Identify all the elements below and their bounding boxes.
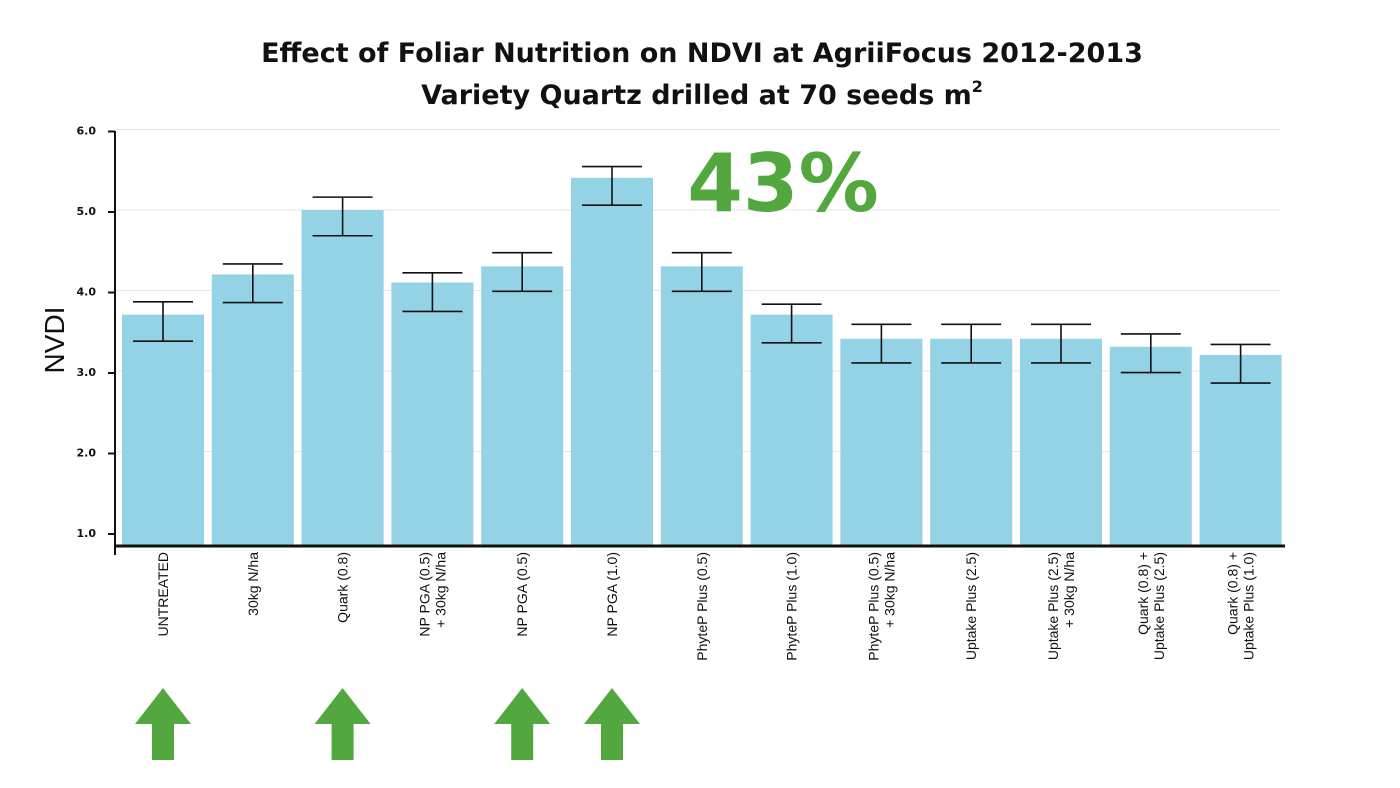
error-bar [941, 323, 1002, 364]
axes [114, 131, 1285, 555]
x-tick-label: 30kg N/ha [245, 552, 261, 616]
bar [930, 338, 1013, 545]
error-bar [671, 251, 732, 293]
error-bar [492, 251, 553, 293]
x-tick-label: Quark (0.8) [335, 552, 351, 623]
y-tick-labels: 1.0 2.0 3.0 4.0 5.0 6.0 [77, 125, 115, 540]
arrow-up-icon [135, 688, 191, 760]
arrow-up-icon [584, 688, 640, 760]
bar [211, 274, 294, 545]
x-tick-label: Quark (0.8) +Uptake Plus (2.5) [1135, 552, 1167, 660]
error-bar [1120, 333, 1181, 374]
bar [481, 266, 564, 545]
error-bar [222, 263, 283, 304]
bar [840, 338, 923, 545]
bar [750, 314, 833, 545]
arrow-up-icon [494, 688, 551, 760]
x-tick-label: Uptake Plus (2.5) [963, 552, 979, 660]
chart-title-line-1: Effect of Foliar Nutrition on NDVI at Ag… [261, 38, 1143, 69]
arrow-up-icon [314, 688, 371, 760]
error-bar [1210, 343, 1271, 384]
error-bar [133, 300, 193, 343]
x-tick-label: NP PGA (1.0) [604, 552, 620, 637]
bars [122, 177, 1282, 546]
y-tick-label: 6.0 [77, 125, 97, 138]
x-tick-label: NP PGA (0.5)+ 30kg N/ha [416, 552, 448, 637]
y-tick-label: 1.0 [77, 527, 97, 540]
bar [122, 314, 204, 545]
error-bar [761, 303, 822, 344]
y-axis-label: NVDI [39, 307, 70, 374]
error-bar [582, 165, 642, 206]
y-tick-label: 2.0 [77, 447, 97, 460]
bar [391, 282, 474, 545]
y-tick-label: 5.0 [77, 205, 97, 218]
bar [1020, 338, 1102, 545]
bar [660, 266, 743, 545]
bar [571, 177, 653, 546]
x-tick-label: UNTREATED [155, 552, 171, 637]
bar [1109, 346, 1192, 545]
error-bar [402, 271, 463, 313]
bar [301, 210, 384, 545]
x-tick-label: PhyteP Plus (1.0) [784, 552, 800, 661]
highlight-arrows [135, 688, 640, 760]
y-tick-label: 4.0 [77, 286, 97, 299]
bar [1199, 354, 1282, 545]
x-tick-label: NP PGA (0.5) [514, 552, 530, 637]
chart-title-line-2-text: Variety Quartz drilled at 70 seeds m [421, 80, 972, 111]
error-bar [1031, 323, 1091, 364]
chart-title: Effect of Foliar Nutrition on NDVI at Ag… [261, 38, 1143, 111]
x-tick-label: Uptake Plus (2.5)+ 30kg N/ha [1045, 552, 1077, 660]
chart-title-superscript: 2 [972, 77, 983, 96]
chart-title-line-2: Variety Quartz drilled at 70 seeds m2 [421, 77, 983, 111]
percent-callout: 43% [687, 137, 878, 230]
error-bars [133, 165, 1271, 384]
x-tick-label: PhyteP Plus (0.5)+ 30kg N/ha [865, 552, 897, 661]
error-bar [851, 323, 912, 364]
x-tick-labels: UNTREATED 30kg N/ha Quark (0.8) NP PGA (0.5… [155, 552, 1257, 661]
x-tick-label: PhyteP Plus (0.5) [694, 552, 710, 661]
y-tick-label: 3.0 [77, 366, 97, 379]
x-tick-label: Quark (0.8) +Uptake Plus (1.0) [1225, 552, 1257, 660]
error-bar [312, 196, 373, 237]
